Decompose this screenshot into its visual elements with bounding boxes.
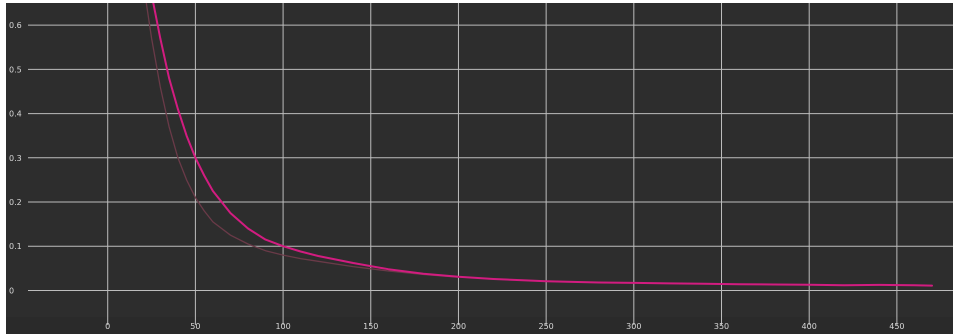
tick-labels: 0 50 100 150 200 250 300 350 400 450 0 0.1 0.2 0.3 0.4…: [9, 21, 905, 331]
y-tick-label-0.3: 0.3: [9, 154, 22, 163]
y-tick-label-0.5: 0.5: [9, 65, 22, 74]
x-tick-label-250: 250: [539, 322, 554, 331]
x-tick-label-0: 0: [105, 322, 110, 331]
y-tick-label-0.4: 0.4: [9, 110, 22, 119]
x-axis-strip: [6, 317, 953, 334]
x-tick-label-450: 450: [889, 322, 904, 331]
y-tick-label-0.2: 0.2: [9, 198, 22, 207]
y-tick-label-0.1: 0.1: [9, 242, 22, 251]
x-tick-label-100: 100: [275, 322, 290, 331]
x-tick-label-350: 350: [714, 322, 729, 331]
series-line-1: [152, 3, 933, 287]
y-tick-label-0: 0: [9, 286, 14, 295]
x-tick-label-200: 200: [451, 322, 466, 331]
series: [145, 3, 933, 287]
x-tick-label-150: 150: [363, 322, 378, 331]
x-tick-label-50: 50: [190, 322, 200, 331]
plot-area: [6, 3, 953, 317]
y-tick-label-0.6: 0.6: [9, 21, 22, 30]
grid: [28, 3, 953, 325]
x-tick-label-300: 300: [626, 322, 641, 331]
x-tick-label-400: 400: [802, 322, 817, 331]
series-line-2: [145, 3, 460, 278]
